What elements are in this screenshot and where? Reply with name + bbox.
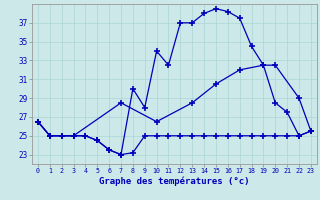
X-axis label: Graphe des températures (°c): Graphe des températures (°c)	[99, 177, 250, 186]
